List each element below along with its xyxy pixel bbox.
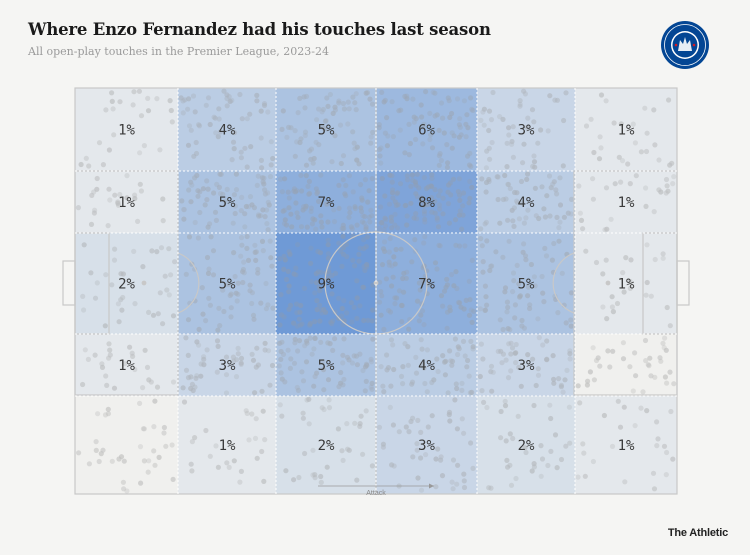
heatmap-cell (75, 88, 178, 171)
heatmap-cell (376, 171, 477, 233)
zone-value-label: 5% (219, 277, 236, 293)
zone-labels: 1% 4% 5% 6% 3% 1% 1% 5% 7% 8% 4% 1% 2% 5% 9% 7% 5% 1% 1% 3%… (118, 123, 635, 455)
heatmap-cell (178, 171, 276, 233)
zone-value-label: 3% (518, 358, 535, 374)
heatmap-cell (276, 396, 376, 494)
zone-value-label: 4% (518, 195, 535, 211)
zone-value-label: 1% (618, 195, 635, 211)
heatmap-cell (276, 233, 376, 334)
heatmap-cell (376, 334, 477, 396)
attack-label: Attack (366, 490, 386, 497)
heatmap-cell (178, 88, 276, 171)
heatmap-cell (276, 334, 376, 396)
zone-value-label: 1% (118, 358, 135, 374)
zone-value-label: 4% (418, 358, 435, 374)
chelsea-crest-icon (661, 21, 709, 69)
zone-value-label: 5% (518, 277, 535, 293)
zone-value-label: 8% (418, 195, 435, 211)
zone-value-label: 3% (418, 438, 435, 454)
heatmap-cell (178, 334, 276, 396)
heatmap-cell (75, 233, 178, 334)
zone-value-label: 1% (118, 123, 135, 139)
heatmap-cell (477, 396, 575, 494)
heatmap-cell (276, 88, 376, 171)
zone-value-label: 2% (318, 438, 335, 454)
heatmap-cell (575, 233, 677, 334)
heatmap-cell (75, 171, 178, 233)
zone-grid (75, 88, 677, 494)
heatmap-cell (575, 334, 677, 396)
chart-subtitle: All open-play touches in the Premier Lea… (28, 45, 330, 58)
heatmap-cell (75, 334, 178, 396)
heatmap-cell (376, 88, 477, 171)
zone-value-label: 9% (318, 277, 335, 293)
zone-value-label: 1% (618, 123, 635, 139)
heatmap-cell (75, 396, 178, 494)
zone-value-label: 3% (219, 358, 236, 374)
heatmap-cell (477, 233, 575, 334)
heatmap-cell (178, 233, 276, 334)
touch-dots (75, 88, 677, 494)
heatmap-cells (75, 88, 677, 494)
zone-value-label: 5% (318, 123, 335, 139)
zone-value-label: 6% (418, 123, 435, 139)
zone-value-label: 7% (318, 195, 335, 211)
attack-direction: Attack (318, 483, 434, 497)
heatmap-cell (575, 171, 677, 233)
brand-logo: The Athletic (667, 527, 728, 539)
heatmap-cell (276, 171, 376, 233)
heatmap-cell (477, 334, 575, 396)
zone-value-label: 1% (618, 277, 635, 293)
zone-value-label: 2% (118, 277, 135, 293)
zone-value-label: 3% (518, 123, 535, 139)
zone-value-label: 1% (618, 438, 635, 454)
heatmap-cell (477, 171, 575, 233)
zone-value-label: 1% (219, 438, 236, 454)
zone-value-label: 2% (518, 438, 535, 454)
heatmap-cell (376, 396, 477, 494)
chart-title: Where Enzo Fernandez had his touches las… (28, 20, 491, 39)
zone-value-label: 5% (219, 195, 236, 211)
zone-value-label: 4% (219, 123, 236, 139)
heatmap-cell (477, 88, 575, 171)
zone-value-label: 1% (118, 195, 135, 211)
heatmap-cell (575, 88, 677, 171)
zone-value-label: 7% (418, 277, 435, 293)
zone-value-label: 5% (318, 358, 335, 374)
heatmap-cell (575, 396, 677, 494)
heatmap-cell (178, 396, 276, 494)
